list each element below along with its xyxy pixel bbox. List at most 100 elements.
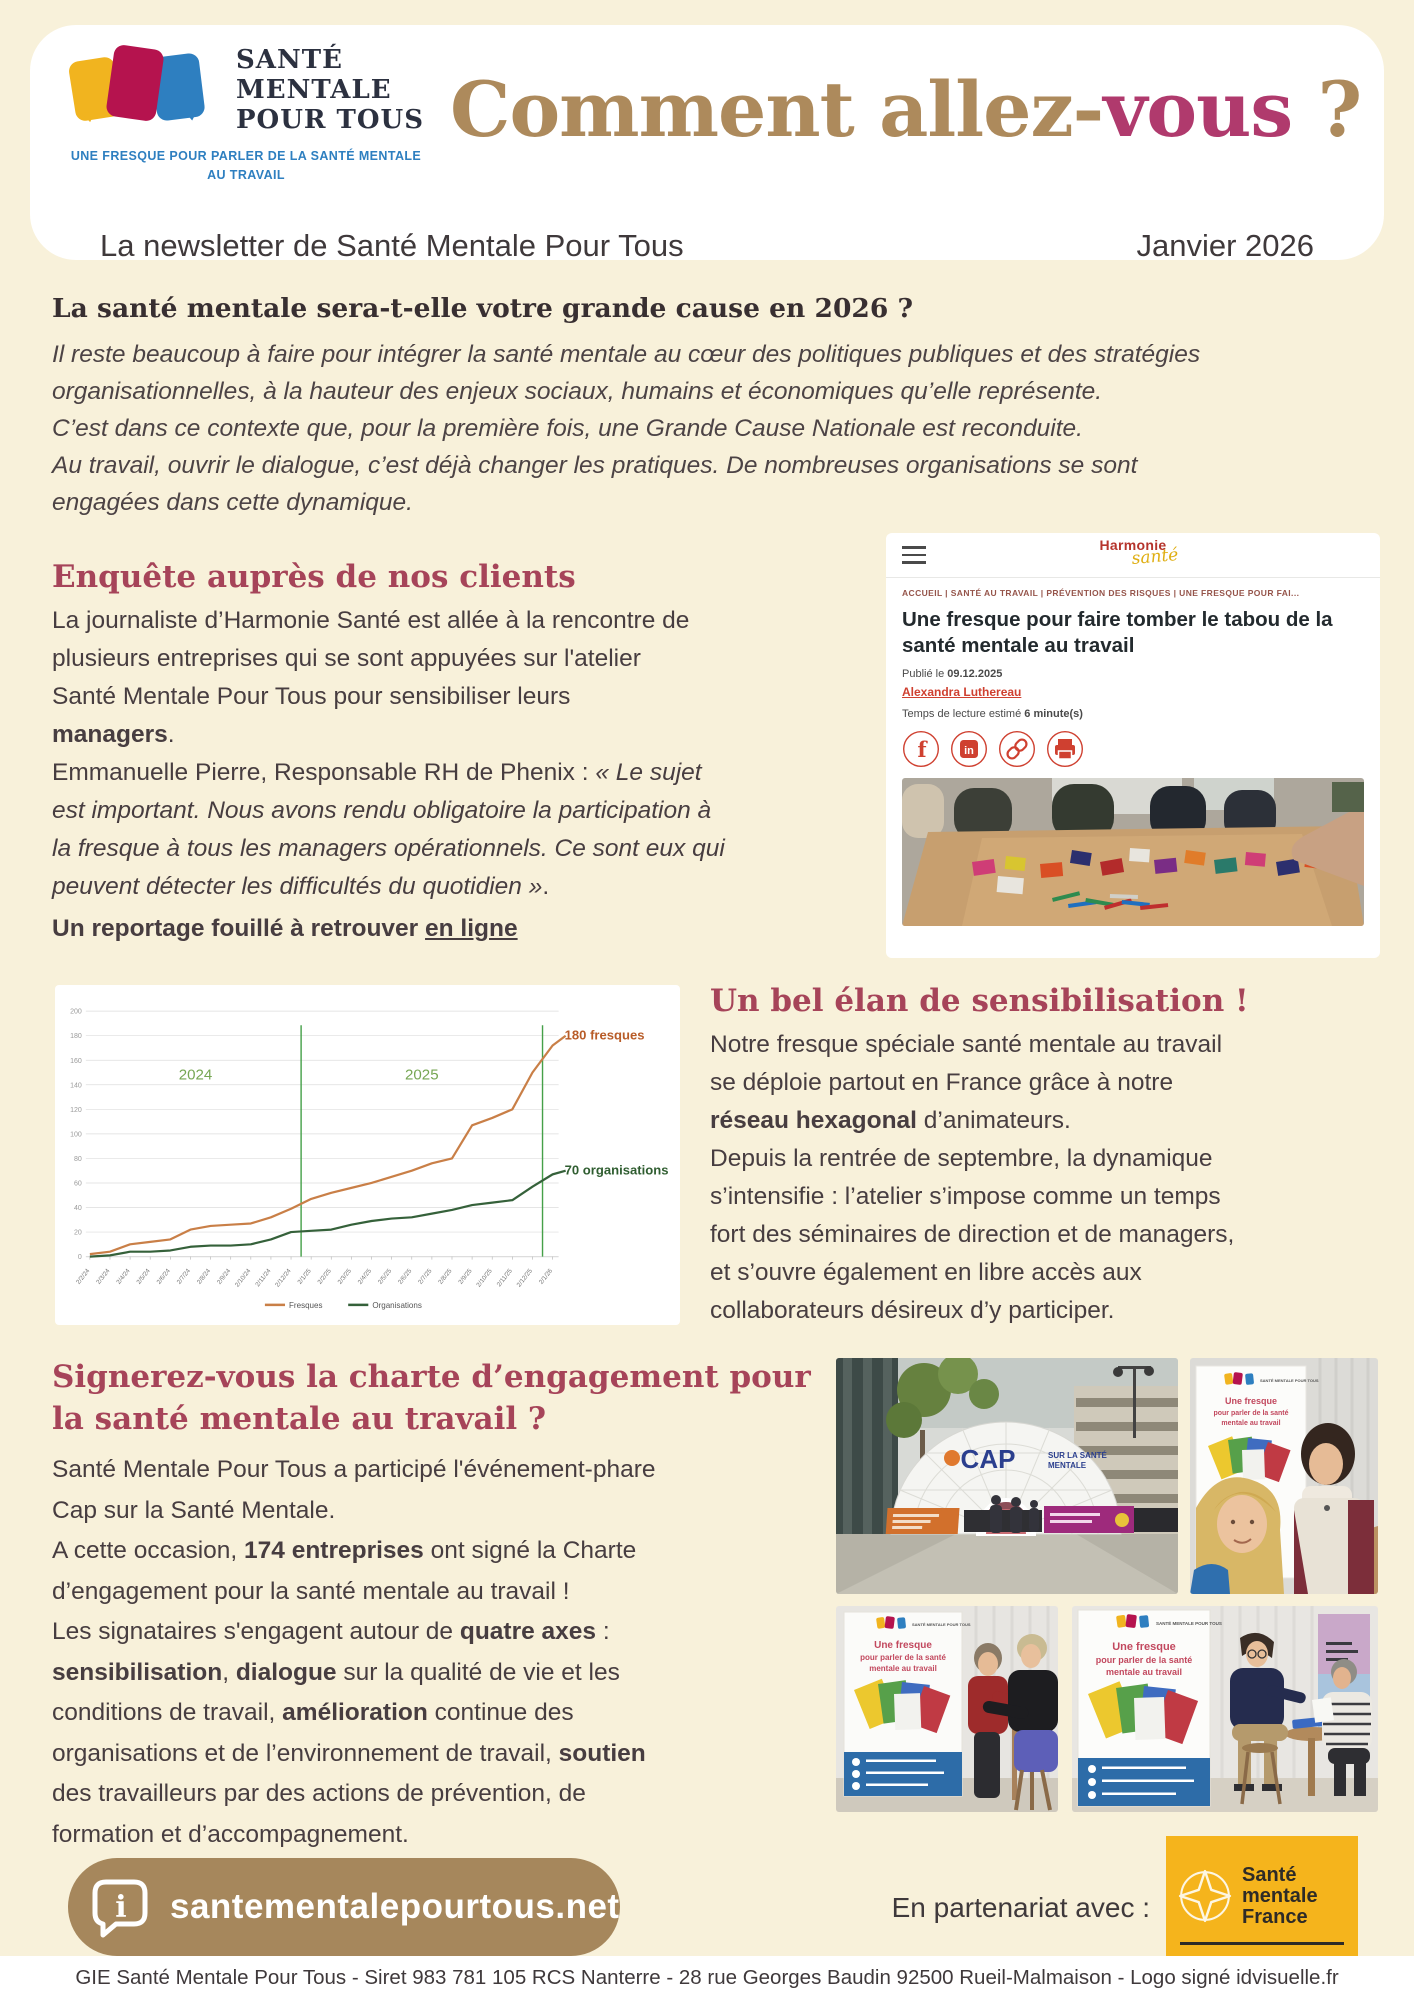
svg-text:180: 180 [70,1033,82,1040]
svg-text:2/12/25: 2/12/25 [516,1267,535,1288]
growth-chart-card: 0 20 40 60 80 100 120 140 160 180 200 2/2/24 2/3/24 2… [55,985,680,1325]
photo-cap-dome-event: CAP SUR LA SANTÉ MENTALE [836,1358,1178,1594]
svg-text:2/5/25: 2/5/25 [377,1267,394,1286]
svg-text:2/4/25: 2/4/25 [357,1267,374,1286]
enquete-heading: Enquête auprès de nos clients [52,559,576,595]
svg-text:Fresques: Fresques [289,1301,322,1310]
svg-text:180 fresques: 180 fresques [565,1028,645,1043]
dome-sign-line2: MENTALE [1048,1461,1087,1470]
partner-logo-text: Santé mentale France [1242,1863,1318,1928]
svg-text:2/11/24: 2/11/24 [254,1267,273,1288]
header-card: SANTÉ MENTALE POUR TOUS UNE FRESQUE POUR… [30,25,1384,263]
banner-text-line2: pour parler de la santé [1096,1655,1193,1665]
svg-text:2/11/25: 2/11/25 [496,1267,515,1288]
harmonie-article-card: Harmonie santé ACCUEIL | SANTÉ AU TRAVAI… [886,533,1380,958]
banner-mini-brand: SANTÉ MENTALE POUR TOUS [1260,1378,1319,1383]
svg-text:2/1/25: 2/1/25 [296,1267,313,1286]
charte-heading: Signerez-vous la charte d’engagement pou… [52,1359,811,1437]
harmonie-sante-logo: Harmonie santé [1099,537,1180,569]
banner-text-line2: pour parler de la santé [860,1653,946,1662]
banner-text-line1: Une fresque [1112,1641,1176,1653]
enquete-cta-link[interactable]: Un reportage fouillé à retrouver en lign… [52,915,518,942]
svg-text:2024: 2024 [179,1067,213,1084]
svg-text:2/9/24: 2/9/24 [216,1267,233,1286]
svg-text:2/9/25: 2/9/25 [457,1267,474,1286]
intro-paragraph: Il reste beaucoup à faire pour intégrer … [52,341,1201,516]
photo-banner-discussion: SANTÉ MENTALE POUR TOUS Une fresque pour… [1072,1606,1378,1812]
svg-text:f: f [917,737,928,762]
article-author-link[interactable]: Alexandra Luthereau [902,685,1022,700]
svg-text:2/7/25: 2/7/25 [417,1267,434,1286]
elan-body: Notre fresque spéciale santé mentale au … [710,1031,1235,1324]
smpt-logo-icon [67,43,206,131]
article-published: Publié le 09.12.2025 [902,668,1003,681]
logo-wordmark: SANTÉ MENTALE POUR TOUS [236,45,424,135]
svg-text:40: 40 [74,1205,82,1212]
svg-text:2/8/24: 2/8/24 [196,1267,213,1286]
banner-mini-brand: SANTÉ MENTALE POUR TOUS [1156,1619,1222,1626]
print-icon[interactable] [1046,730,1084,768]
intro-heading: La santé mentale sera-t-elle votre grand… [52,293,914,324]
banner-text-line3: mentale au travail [869,1664,937,1673]
share-icons-row: f in [902,730,1364,768]
article-readtime: Temps de lecture estimé 6 minute(s) [902,708,1083,721]
facebook-icon[interactable]: f [902,730,940,768]
svg-text:Organisations: Organisations [372,1301,422,1310]
svg-text:80: 80 [74,1156,82,1163]
partnership-label: En partenariat avec : [891,1892,1150,1923]
svg-text:70 organisations: 70 organisations [565,1163,669,1178]
banner-text-line3: mentale au travail [1106,1667,1182,1677]
website-pill-link[interactable]: i santementalepourtous.net [68,1858,620,1956]
svg-text:2/1/26: 2/1/26 [538,1267,555,1286]
photo-banner-two-women: SANTÉ MENTALE POUR TOUS Une fresque pour… [836,1606,1058,1812]
svg-text:2/3/25: 2/3/25 [337,1267,354,1286]
svg-text:160: 160 [70,1058,82,1065]
newsletter-label: La newsletter de Santé Mentale Pour Tous [100,228,684,263]
elan-heading: Un bel élan de sensibilisation ! [710,983,1249,1019]
linkedin-icon[interactable]: in [950,730,988,768]
svg-text:2/2/24: 2/2/24 [75,1267,92,1286]
enquete-body: La journaliste d’Harmonie Santé est allé… [52,607,725,900]
banner-text-line1: Une fresque [1225,1396,1277,1406]
info-icon: i [92,1879,148,1938]
svg-text:2/8/25: 2/8/25 [437,1267,454,1286]
sante-mentale-france-logo: Santé mentale France [1166,1836,1358,1956]
banner-text-line3: mentale au travail [1221,1420,1280,1427]
svg-text:100: 100 [70,1131,82,1138]
svg-text:2/10/24: 2/10/24 [234,1267,253,1288]
dome-sign-cap: CAP [961,1444,1016,1474]
svg-text:0: 0 [78,1254,82,1261]
svg-text:140: 140 [70,1082,82,1089]
compass-star-icon [1178,1869,1232,1923]
logo-underline [1180,1941,1344,1945]
link-icon[interactable] [998,730,1036,768]
svg-text:2/6/25: 2/6/25 [397,1267,414,1286]
workshop-photo [902,778,1364,927]
banner-text-line1: Une fresque [874,1640,932,1651]
breadcrumb[interactable]: ACCUEIL | SANTÉ AU TRAVAIL | PRÉVENTION … [902,588,1300,598]
svg-text:2/7/24: 2/7/24 [176,1267,193,1286]
page-title: Comment allez-vous ? [450,65,1362,154]
svg-text:200: 200 [70,1009,82,1016]
svg-text:i: i [115,1890,126,1925]
issue-date: Janvier 2026 [1136,228,1314,263]
svg-text:2/4/24: 2/4/24 [115,1267,132,1286]
speech-bubble-magenta-icon [105,43,165,123]
svg-text:in: in [964,745,974,757]
svg-text:2/6/24: 2/6/24 [156,1267,173,1286]
svg-text:2/2/25: 2/2/25 [317,1267,334,1286]
article-title: Une fresque pour faire tomber le tabou d… [902,608,1333,658]
logo-tagline: UNE FRESQUE POUR PARLER DE LA SANTÉ MENT… [70,149,422,182]
svg-text:2/10/25: 2/10/25 [475,1267,494,1288]
photo-booth-selfie: SANTÉ MENTALE POUR TOUS Une fresque pour… [1190,1358,1378,1594]
svg-text:2/3/24: 2/3/24 [95,1267,112,1286]
legal-footer: GIE Santé Mentale Pour Tous - Siret 983 … [0,1956,1414,2000]
svg-text:60: 60 [74,1180,82,1187]
hamburger-menu-icon[interactable] [902,546,926,564]
svg-text:20: 20 [74,1230,82,1237]
website-url: santementalepourtous.net [170,1887,620,1926]
svg-text:2025: 2025 [405,1067,439,1084]
svg-text:120: 120 [70,1107,82,1114]
